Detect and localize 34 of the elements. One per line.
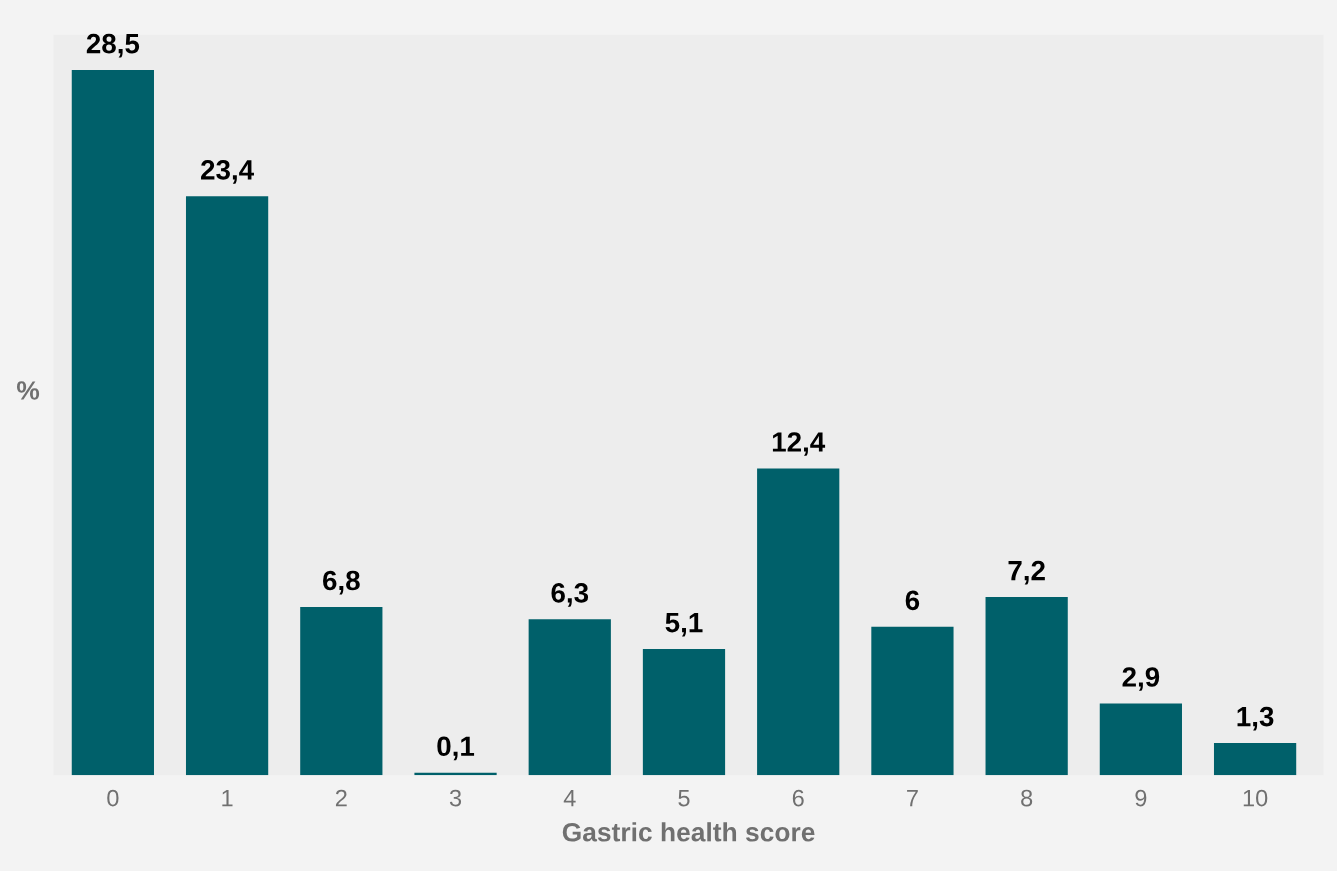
x-tick-label: 4 [563,789,576,807]
x-tick-label: 6 [792,789,804,807]
data-label: 12,4 [772,432,826,456]
data-label: 7,2 [1008,560,1045,585]
y-axis-title: % [17,381,40,400]
x-axis-title: Gastric health score [562,822,815,842]
bar [185,196,269,776]
bar [528,619,611,776]
data-label: 2,9 [1122,667,1160,691]
x-tick-label: 0 [107,789,119,807]
bar [642,649,726,776]
data-label: 1,3 [1237,706,1274,731]
x-tick-label: 9 [1135,789,1147,807]
bar [985,597,1068,776]
data-label: 6,8 [323,570,360,595]
data-label: 6,3 [551,583,589,607]
bar [757,468,840,776]
x-tick-label: 10 [1243,789,1268,807]
data-label: 23,4 [201,160,254,184]
bar [871,626,954,776]
bar [71,70,154,776]
data-label: 5,1 [665,613,703,637]
bar [1099,703,1182,776]
data-label: 0,1 [437,736,475,761]
data-label: 6 [905,590,920,611]
data-label: 28,5 [86,33,140,58]
bar [300,606,383,776]
x-tick-label: 8 [1021,789,1033,807]
x-tick-label: 1 [222,789,233,807]
bar [1213,743,1297,776]
x-tick-label: 2 [335,789,347,807]
x-tick-label: 7 [907,789,918,807]
x-tick-label: 3 [449,789,462,807]
x-tick-label: 5 [678,789,690,807]
